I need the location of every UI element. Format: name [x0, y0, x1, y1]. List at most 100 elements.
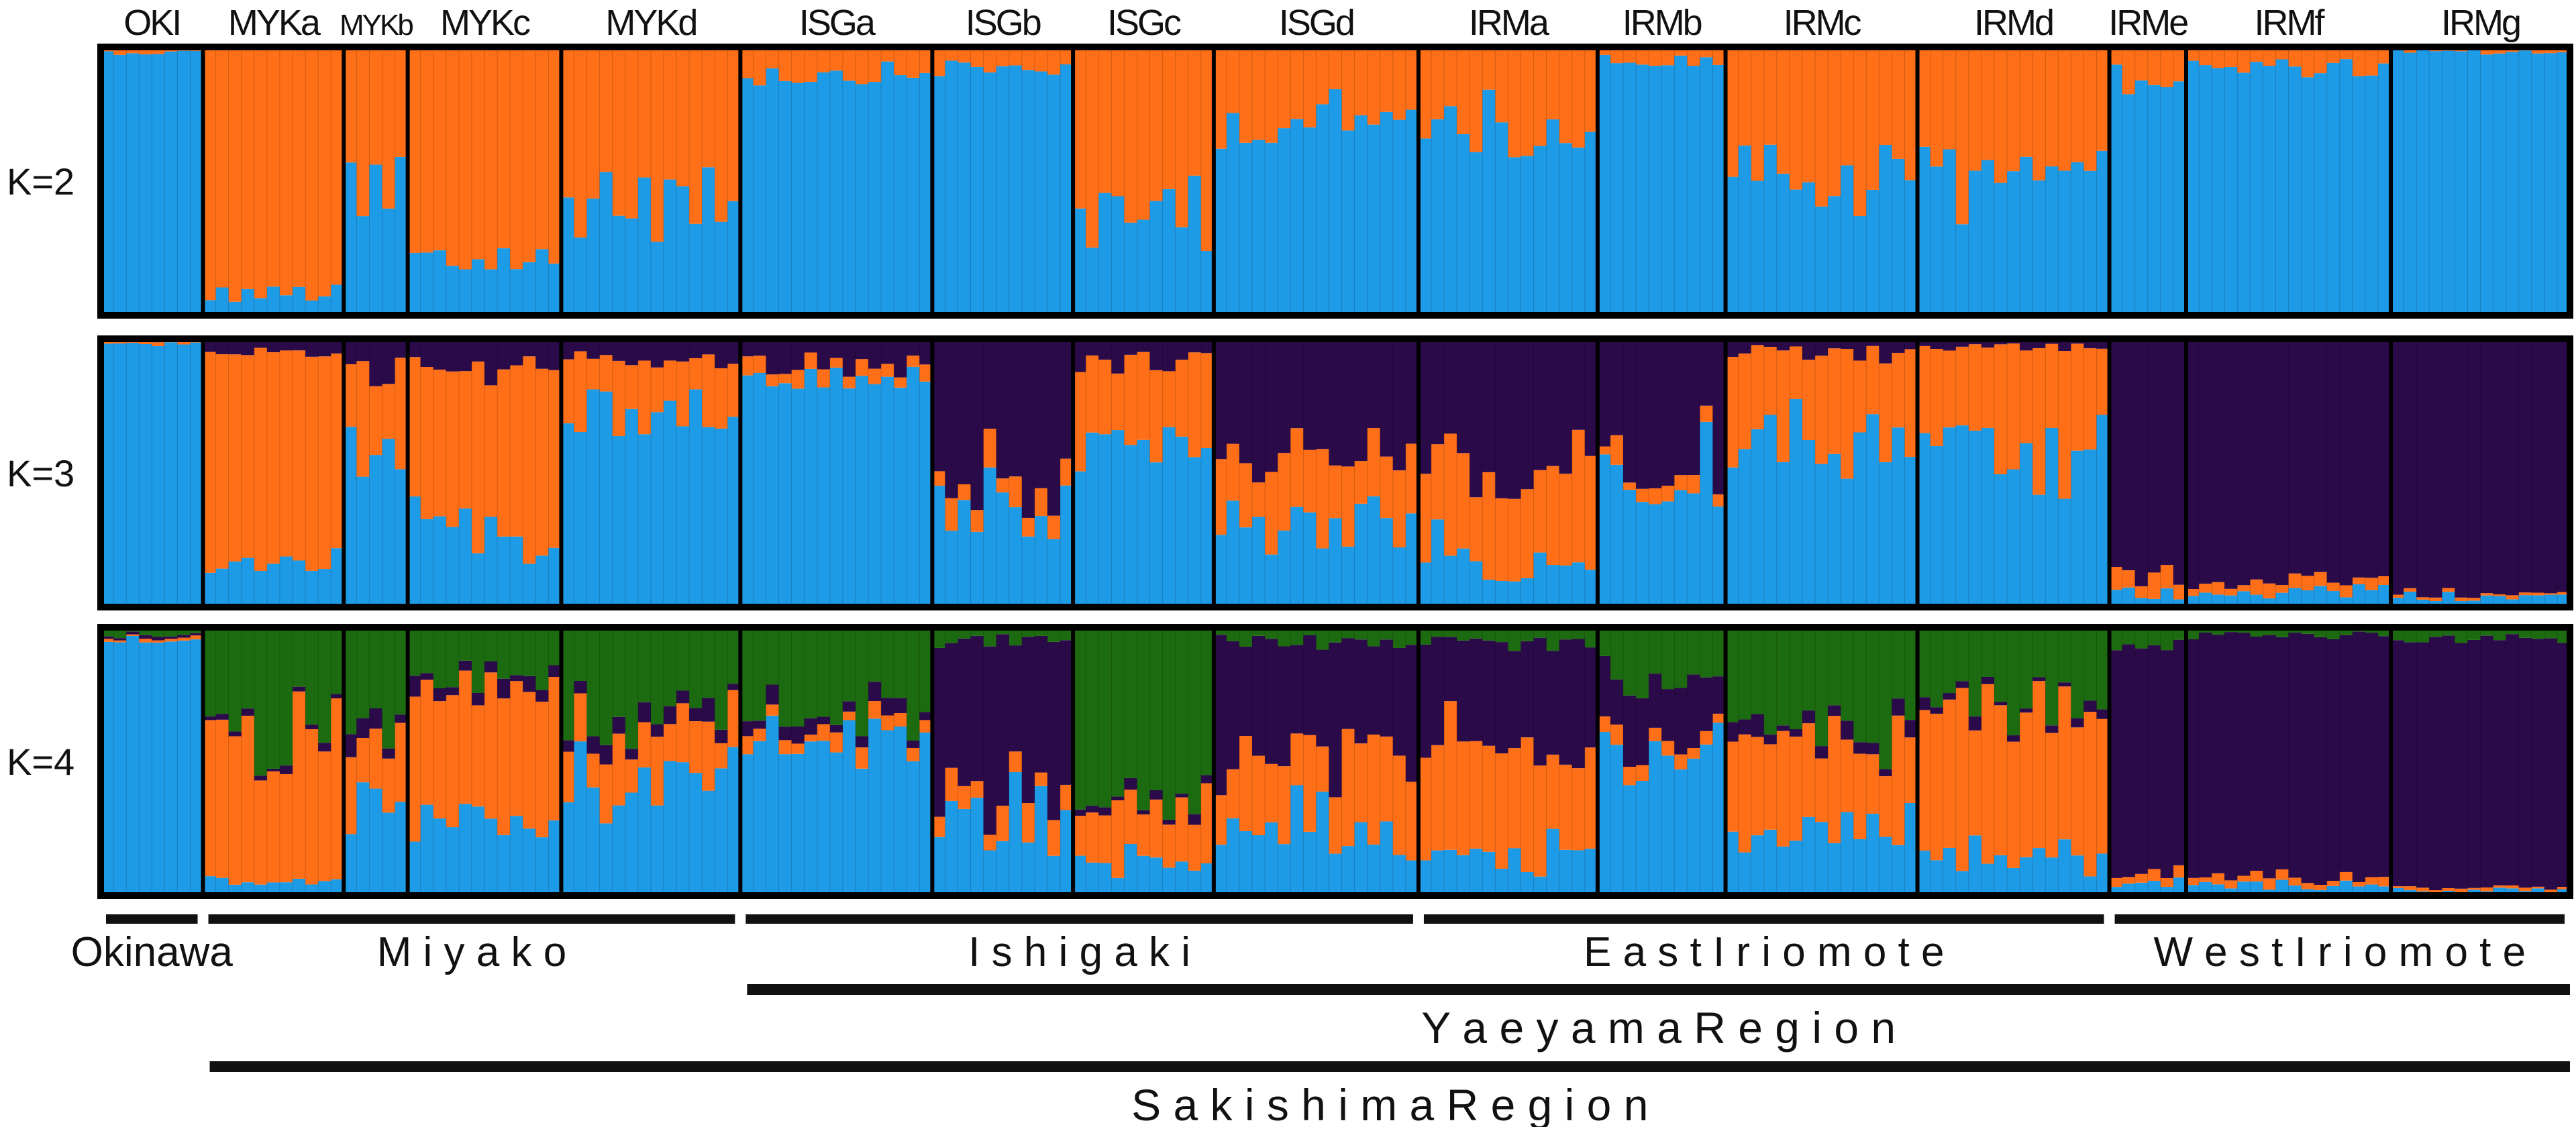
ancestry-bar-segment — [2557, 887, 2571, 890]
ancestry-bar-segment — [1418, 474, 1432, 563]
ancestry-bar-segment — [241, 47, 255, 289]
ancestry-bar-segment — [2224, 66, 2238, 315]
ancestry-bar-segment — [254, 347, 268, 571]
ancestry-bar-segment — [1879, 47, 1893, 146]
ancestry-bar-segment — [2365, 47, 2379, 76]
ancestry-bar-segment — [2083, 876, 2098, 896]
ancestry-bar-segment — [2314, 637, 2328, 885]
ancestry-bar-segment — [894, 377, 907, 388]
ancestry-bar-segment — [1866, 627, 1879, 743]
ancestry-bar-segment — [996, 66, 1010, 315]
ancestry-bar-segment — [561, 627, 575, 741]
ancestry-bar-segment — [279, 350, 293, 557]
ancestry-bar-segment — [1572, 768, 1586, 851]
ancestry-bar-segment — [1482, 745, 1496, 852]
ancestry-bar-segment — [190, 635, 204, 640]
ancestry-bar-segment — [663, 627, 677, 706]
ancestry-bar-segment — [868, 627, 882, 682]
ancestry-bar-segment — [2493, 640, 2507, 885]
ancestry-bar-segment — [1086, 805, 1099, 813]
ancestry-bar-segment — [2263, 339, 2277, 584]
ancestry-bar-segment — [1009, 65, 1023, 315]
ancestry-bar-segment — [126, 634, 140, 636]
ancestry-bar-segment — [1802, 439, 1816, 607]
ancestry-bar-segment — [612, 215, 626, 315]
ancestry-bar-segment — [241, 557, 255, 607]
ancestry-bar-segment — [1661, 627, 1675, 690]
ancestry-bar-segment — [1866, 743, 1879, 755]
ancestry-bar-segment — [2339, 59, 2353, 316]
ancestry-bar-segment — [1866, 339, 1879, 346]
ancestry-bar-segment — [1636, 488, 1649, 502]
ancestry-bar-segment — [2020, 443, 2033, 607]
ancestry-bar-segment — [1955, 688, 1969, 871]
ancestry-bar-segment — [1904, 720, 1918, 738]
ancestry-bar-segment — [1521, 578, 1535, 607]
ancestry-bar-segment — [318, 881, 331, 896]
ancestry-bar-segment — [1636, 765, 1649, 781]
ancestry-bar-segment — [356, 216, 370, 315]
ancestry-bar-segment — [2314, 339, 2328, 572]
ancestry-bar-segment — [2288, 47, 2302, 67]
ancestry-bar-segment — [2058, 351, 2071, 499]
ancestry-bar-segment — [1444, 849, 1457, 896]
ancestry-bar-segment — [458, 269, 472, 315]
ancestry-bar-segment — [1674, 769, 1688, 896]
group-label: M i y a k o — [377, 929, 567, 975]
ancestry-bar-segment — [356, 361, 370, 477]
ancestry-bar-segment — [1700, 744, 1714, 896]
ancestry-bar-segment — [2339, 871, 2353, 881]
ancestry-bar-segment — [637, 627, 652, 702]
ancestry-bar-segment — [471, 705, 485, 807]
ancestry-bar-segment — [2134, 873, 2149, 883]
ancestry-bar-segment — [1444, 339, 1457, 434]
ancestry-bar-segment — [2212, 339, 2225, 582]
ancestry-bar-segment — [2391, 888, 2404, 896]
ancestry-bar-segment — [1853, 339, 1867, 361]
ancestry-bar-segment — [2237, 47, 2251, 73]
ancestry-bar-segment — [344, 364, 357, 427]
ancestry-bar-segment — [2185, 60, 2200, 315]
ancestry-bar-segment — [715, 47, 728, 222]
ancestry-bar-segment — [791, 370, 805, 389]
ancestry-bar-segment — [766, 47, 780, 68]
ancestry-bar-segment — [740, 736, 754, 755]
ancestry-bar-segment — [1482, 851, 1496, 896]
ancestry-bar-segment — [1226, 500, 1240, 607]
ancestry-bar-segment — [625, 792, 639, 896]
ancestry-bar-segment — [1559, 143, 1573, 315]
ancestry-bar-segment — [305, 724, 319, 730]
ancestry-bar-segment — [2531, 53, 2545, 315]
ancestry-bar-segment — [970, 47, 984, 67]
ancestry-bar-segment — [1213, 339, 1227, 460]
ancestry-bar-segment — [1841, 47, 1854, 166]
ancestry-bar-segment — [1725, 831, 1739, 896]
ancestry-bar-segment — [1546, 651, 1560, 755]
ancestry-bar-segment — [266, 771, 280, 883]
ancestry-bar-segment — [868, 339, 882, 369]
ancestry-bar-segment — [458, 339, 472, 372]
ancestry-bar-segment — [1853, 742, 1867, 754]
ancestry-bar-segment — [778, 374, 792, 384]
ancestry-bar-segment — [126, 631, 140, 635]
ancestry-bar-segment — [1354, 115, 1368, 315]
ancestry-bar-segment — [356, 782, 370, 896]
ancestry-bar-segment — [881, 47, 894, 62]
ancestry-bar-segment — [2288, 339, 2302, 574]
ancestry-bar-segment — [2404, 591, 2417, 607]
ancestry-bar-segment — [676, 426, 690, 607]
ancestry-bar-segment — [407, 252, 421, 315]
ancestry-bar-segment — [958, 808, 972, 896]
ancestry-bar-segment — [1329, 47, 1343, 89]
ancestry-bar-segment — [676, 186, 690, 315]
ancestry-bar-segment — [599, 172, 613, 315]
ancestry-bar-segment — [2199, 881, 2212, 896]
ancestry-bar-segment — [1470, 152, 1483, 315]
ancestry-bar-segment — [1674, 688, 1688, 755]
panel-k4: K=4 — [7, 624, 2573, 899]
ancestry-bar-segment — [382, 339, 396, 384]
ancestry-bar-segment — [2083, 627, 2098, 701]
ancestry-bar-segment — [548, 627, 562, 665]
ancestry-bar-segment — [1610, 745, 1624, 896]
ancestry-bar-segment — [484, 385, 498, 517]
